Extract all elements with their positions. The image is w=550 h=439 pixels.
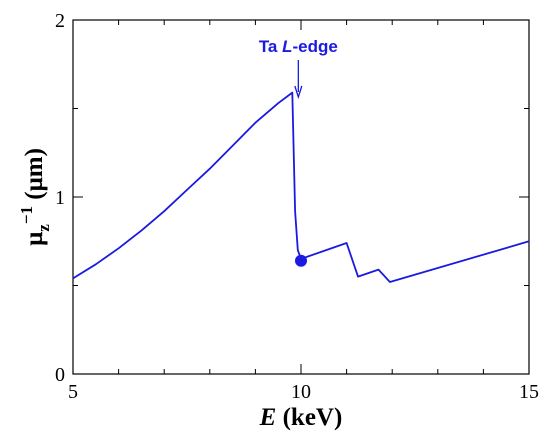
x-tick-label: 15 xyxy=(519,381,539,403)
axes xyxy=(72,19,530,375)
annotations: Ta L-edge xyxy=(259,37,338,100)
x-tick-label: 5 xyxy=(68,381,78,403)
ticks: 5 10 15 0 1 2 xyxy=(55,10,539,403)
edge-annotation-label: Ta L-edge xyxy=(259,37,338,56)
plot-frame xyxy=(72,19,530,375)
y-tick-label: 2 xyxy=(55,10,65,32)
annotation-arrow-head xyxy=(294,85,303,100)
series-line xyxy=(72,91,530,283)
data-point-marker xyxy=(295,254,307,267)
x-axis-title: E (keV) xyxy=(259,404,343,431)
y-tick-label: 0 xyxy=(55,364,65,386)
y-tick-label: 1 xyxy=(55,187,65,209)
data-series xyxy=(72,91,530,283)
y-axis-title: μz−1 (μm) xyxy=(17,148,53,246)
x-tick-label: 10 xyxy=(291,381,311,403)
